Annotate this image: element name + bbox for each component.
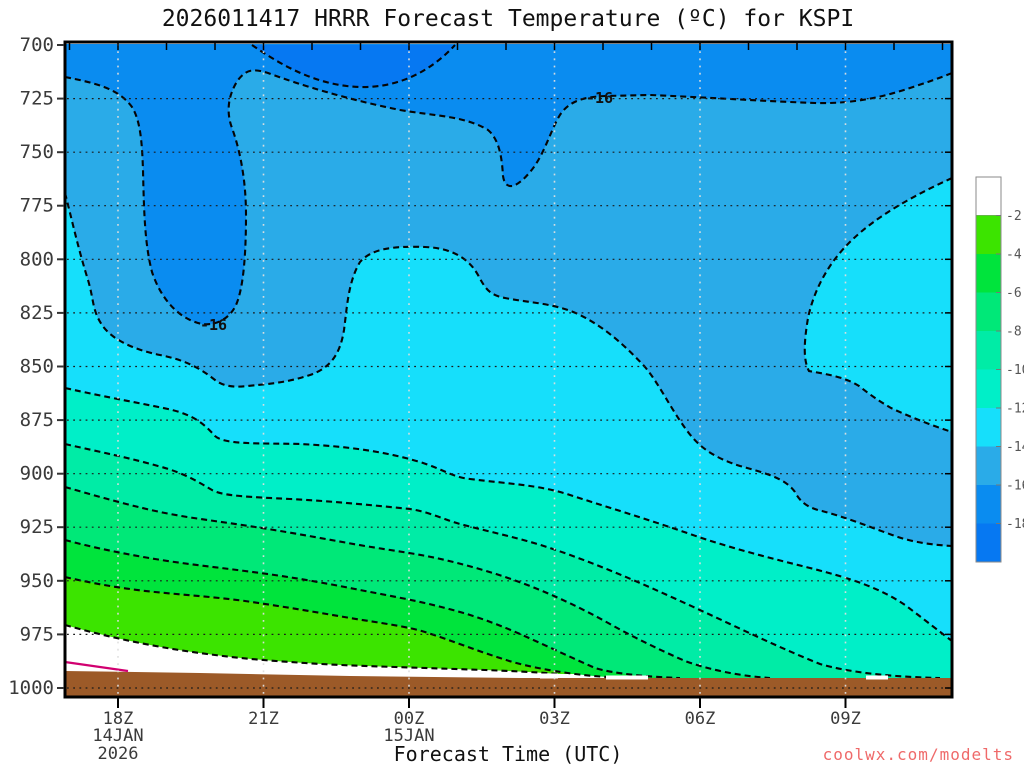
y-tick-marks (57, 44, 64, 689)
isotherm--2 (64, 623, 559, 676)
isotherm--14 (63, 192, 953, 548)
colorbar-band-7 (976, 446, 1001, 485)
contour-fills (65, 44, 952, 678)
y-tick-875: 875 (20, 409, 54, 431)
x-tick-06z: 06Z (685, 709, 716, 729)
colorbar-band-6 (976, 408, 1001, 447)
colorbar-label--8: -8 (1006, 325, 1022, 340)
top-minor-ticks (68, 43, 944, 50)
colorbar-band-4 (976, 331, 1001, 370)
contour-label--16-upper: -16 (586, 89, 613, 107)
x-tick-00z: 00Z (394, 709, 425, 729)
colorbar-band-5 (976, 369, 1001, 408)
surface-gap-2 (606, 675, 648, 680)
y-tick-975: 975 (20, 623, 54, 645)
y-tick-800: 800 (20, 248, 54, 270)
colorbar-label--16: -16 (1006, 479, 1024, 494)
x-axis-title: Forecast Time (UTC) (394, 742, 623, 766)
y-tick-1000: 1000 (8, 677, 54, 699)
y-tick-825: 825 (20, 302, 54, 324)
colorbar-band-8 (976, 485, 1001, 524)
colorbar-label--18: -18 (1006, 517, 1024, 532)
contour-lines (63, 44, 953, 680)
colorbar: -2 -4 -6 -8 -10 -12 -14 -16 -18 (975, 176, 1024, 563)
x-tick-marks (117, 697, 847, 708)
colorbar-band-0 (975, 176, 1002, 216)
colorbar-label--12: -12 (1006, 402, 1024, 417)
y-tick-700: 700 (20, 34, 54, 56)
chart-title: 2026011417 HRRR Forecast Temperature (ºC… (162, 6, 854, 32)
colorbar-band-2 (976, 254, 1001, 293)
colorbar-band-3 (976, 292, 1001, 331)
colorbar-band-9 (976, 523, 1001, 562)
colorbar-label--10: -10 (1006, 363, 1024, 378)
y-tick-925: 925 (20, 516, 54, 538)
colorbar-label--2: -2 (1006, 209, 1022, 224)
isotherm--4 (64, 575, 638, 680)
x-axis: 18Z 21Z 00Z 03Z 06Z 09Z 14JAN 2026 15JAN… (92, 697, 861, 766)
isotherm--8 (64, 485, 771, 680)
colorbar-label--4: -4 (1006, 248, 1022, 263)
isotherm--12 (64, 386, 953, 642)
horizontal-gridlines (67, 98, 950, 689)
x-tick-18z: 18Z (103, 709, 134, 729)
y-tick-775: 775 (20, 195, 54, 217)
band-fill-wedge--12 (804, 178, 952, 432)
x-date-2026: 2026 (98, 744, 139, 764)
colorbar-band-1 (976, 215, 1001, 254)
y-axis: 700 725 750 775 800 825 850 875 900 925 … (8, 34, 64, 699)
x-date-15jan: 15JAN (383, 726, 434, 746)
x-tick-21z: 21Z (248, 709, 279, 729)
colorbar-label--14: -14 (1006, 440, 1024, 455)
plot-border (63, 40, 954, 699)
isotherm--16 (64, 69, 953, 326)
colorbar-label--6: -6 (1006, 286, 1022, 301)
contour-label--16-lower: -16 (200, 316, 227, 334)
x-tick-09z: 09Z (830, 709, 861, 729)
surface-gap-3 (866, 675, 888, 680)
x-tick-03z: 03Z (539, 709, 570, 729)
right-pressure-ticks (945, 97, 951, 689)
isotherm--10 (64, 442, 941, 680)
isotherm--6 (64, 538, 681, 680)
y-tick-900: 900 (20, 463, 54, 485)
watermark-link[interactable]: coolwx.com/modelts (823, 745, 1014, 764)
terrain-surface (65, 671, 952, 697)
surface-gap-1 (540, 673, 558, 679)
band-fill--18 (252, 45, 455, 88)
band-fill--16 (65, 44, 952, 325)
x-date-14jan: 14JAN (92, 726, 143, 746)
band-fill--14 (65, 44, 952, 546)
isotherm--14-right (803, 177, 953, 434)
y-tick-750: 750 (20, 141, 54, 163)
surface-temperature-line (64, 660, 129, 673)
isotherm--18 (251, 44, 456, 89)
colorbar-ticks (996, 215, 1001, 524)
y-tick-725: 725 (20, 88, 54, 110)
y-tick-950: 950 (20, 570, 54, 592)
y-tick-850: 850 (20, 356, 54, 378)
